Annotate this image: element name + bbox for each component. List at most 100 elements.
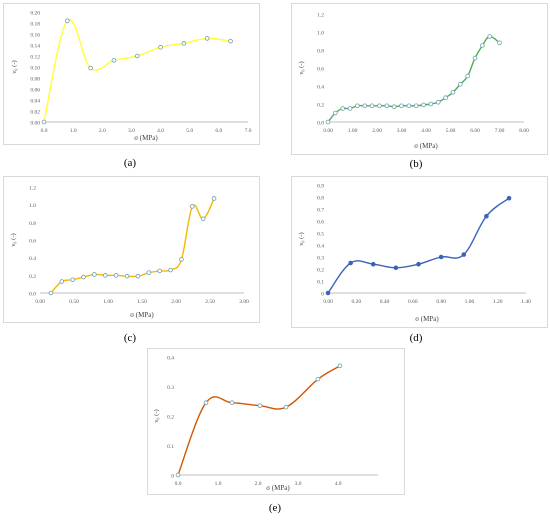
chart-d: 0 0.1 0.2 0.3 0.4 0.5 0.6 0.7 0.8 0.9 0.00 0.20 0.40… <box>298 184 531 324</box>
y-tick-label-a: 0.20 <box>30 11 40 17</box>
x-tick-label-d: 0.00 <box>323 299 333 305</box>
data-point-d <box>506 195 512 201</box>
data-point-e <box>315 376 321 382</box>
y-axis-label-e: ν₀ (-) <box>153 409 160 422</box>
x-tick-label-d: 1.20 <box>493 299 503 305</box>
chart-frame-a: 0.00 0.02 0.04 0.06 0.08 0.10 0.12 0.14 0.16 0.18… <box>3 3 260 145</box>
y-tick-label-e: 0.3 <box>167 385 174 391</box>
data-point-c <box>113 273 119 278</box>
caption-e: (e) <box>268 502 282 514</box>
data-point-c <box>168 267 173 273</box>
data-point-b <box>421 102 426 108</box>
x-tick-label-b: 0.00 <box>323 128 333 134</box>
data-point-c <box>102 273 108 278</box>
y-tick-label-a: 0.04 <box>30 99 40 105</box>
y-tick-label-a: 0.14 <box>30 44 40 50</box>
x-tick-label-b: 3.00 <box>397 128 407 134</box>
x-tick-label-d: 0.40 <box>380 299 390 305</box>
data-point-c <box>70 277 75 283</box>
data-point-b <box>472 55 478 61</box>
x-axis-label-a: σ (MPa) <box>134 134 158 142</box>
y-axis-label-a: ν₀ (-) <box>11 60 18 73</box>
y-tick-label-c: 1.2 <box>29 186 36 192</box>
y-tick-label-b: 0.8 <box>317 49 324 55</box>
data-point-e <box>203 400 209 406</box>
data-point-b <box>377 103 382 109</box>
x-tick-label-a: 4.0 <box>157 128 164 134</box>
x-tick-label-b: 7.00 <box>495 128 505 134</box>
caption-a: (a) <box>123 157 137 169</box>
data-point-d <box>348 260 353 266</box>
series-line-a <box>43 18 231 123</box>
y-tick-label-d: 0.8 <box>317 196 324 202</box>
y-tick-label-b: 0.0 <box>317 121 324 127</box>
data-point-b <box>458 81 463 87</box>
data-point-b <box>413 103 419 109</box>
data-point-b <box>362 103 368 109</box>
data-point-d <box>393 265 399 271</box>
x-tick-label-c: 1.50 <box>137 299 147 305</box>
x-tick-label-c: 2.00 <box>171 299 181 305</box>
x-tick-label-b: 6.00 <box>470 128 480 134</box>
y-tick-label-e: 0.4 <box>167 356 174 362</box>
data-point-c <box>190 204 195 209</box>
y-tick-label-d: 0.9 <box>317 184 324 190</box>
data-point-c <box>81 274 86 280</box>
data-point-d <box>416 261 421 267</box>
data-point-b <box>465 73 470 79</box>
series-line-e <box>177 365 341 476</box>
data-point-b <box>391 104 397 109</box>
data-point-b <box>347 106 353 111</box>
y-tick-label-a: 0.00 <box>30 121 40 127</box>
caption-d: (d) <box>409 332 423 344</box>
data-point-e <box>229 400 235 406</box>
data-point-b <box>435 99 441 105</box>
x-tick-label-a: 5.0 <box>186 128 193 134</box>
x-tick-label-a: 0.0 <box>41 128 48 134</box>
x-axis-label-b: σ (MPa) <box>414 142 438 150</box>
y-tick-label-a: 0.12 <box>30 55 40 61</box>
data-point-b <box>369 103 375 109</box>
chart-b: 0.0 0.2 0.4 0.6 0.8 1.0 1.2 0.00 1.00 2.00 3.00 4.0… <box>298 13 529 151</box>
data-point-b <box>340 106 345 111</box>
y-tick-label-a: 0.08 <box>30 77 40 83</box>
y-tick-label-d: 0.7 <box>317 208 324 214</box>
y-tick-label-c: 0.6 <box>29 239 36 245</box>
data-point-c <box>211 196 217 201</box>
data-point-e <box>257 403 263 408</box>
x-tick-label-b: 2.00 <box>372 128 382 134</box>
y-tick-label-d: 0.4 <box>317 244 324 250</box>
data-point-b <box>487 34 493 39</box>
data-point-a <box>65 18 70 24</box>
data-point-c <box>59 279 65 284</box>
x-tick-label-a: 6.0 <box>215 128 222 134</box>
data-point-b <box>480 43 485 48</box>
data-point-b <box>325 119 331 125</box>
data-point-a <box>204 36 210 41</box>
x-tick-label-e: 4.0 <box>335 481 342 487</box>
data-point-d <box>370 261 376 267</box>
y-tick-label-a: 0.06 <box>30 88 40 94</box>
x-tick-label-a: 2.0 <box>99 128 106 134</box>
caption-c: (c) <box>123 332 137 344</box>
data-point-c <box>92 272 97 277</box>
data-point-b <box>428 101 434 107</box>
y-tick-label-b: 1.2 <box>317 13 324 19</box>
data-point-a <box>181 41 187 46</box>
data-point-c <box>135 273 141 279</box>
y-tick-label-d: 0.6 <box>317 220 324 226</box>
y-tick-label-d: 0.3 <box>317 256 324 262</box>
y-tick-label-d: 0.1 <box>317 280 324 286</box>
x-tick-label-d: 0.80 <box>436 299 446 305</box>
data-point-a <box>134 53 140 59</box>
x-tick-label-d: 0.60 <box>408 299 418 305</box>
data-point-b <box>333 110 338 116</box>
y-tick-label-a: 0.10 <box>30 66 40 72</box>
chart-c: 0.0 0.2 0.4 0.6 0.8 1.0 1.2 0.00 0.50 1.00 1.50 2.0… <box>10 186 249 320</box>
y-tick-label-e: 0.1 <box>167 444 174 450</box>
y-tick-label-a: 0.18 <box>30 22 40 28</box>
series-line-d <box>327 197 510 294</box>
x-tick-label-b: 4.00 <box>421 128 431 134</box>
x-tick-label-c: 0.50 <box>69 299 79 305</box>
x-tick-label-e: 0.0 <box>175 481 182 487</box>
